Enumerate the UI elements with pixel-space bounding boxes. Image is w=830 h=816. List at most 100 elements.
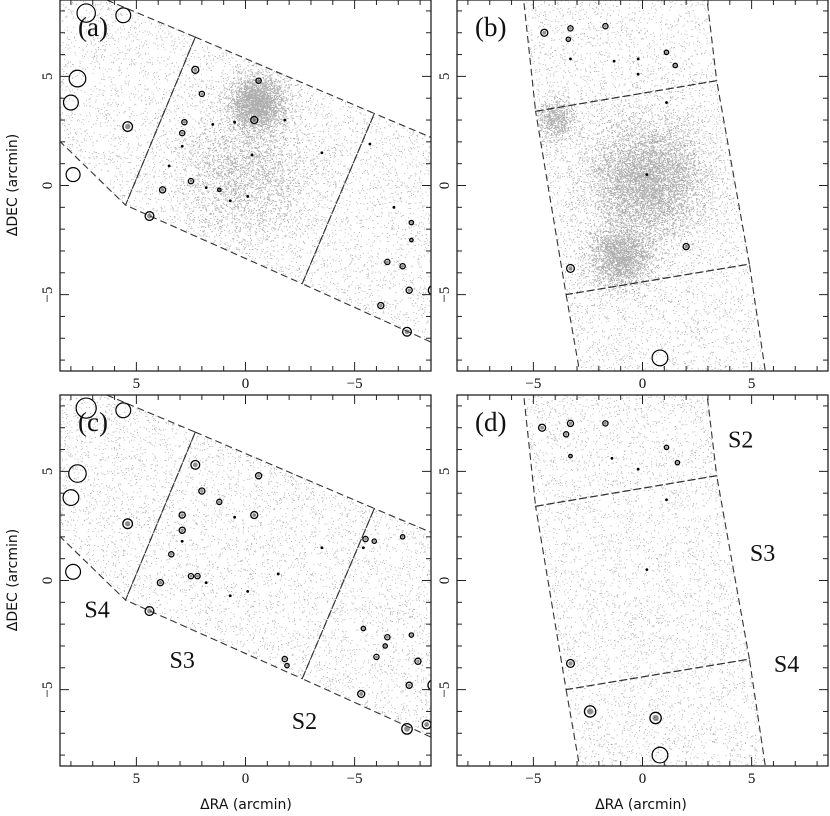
point-source xyxy=(674,459,681,466)
point-source xyxy=(565,36,572,43)
point-source-core xyxy=(180,513,184,517)
y-tick-label: 5 xyxy=(40,73,56,81)
point-source xyxy=(76,3,96,23)
x-tick-label: 0 xyxy=(639,771,647,787)
panel-plot-area xyxy=(523,395,766,766)
point-source xyxy=(198,90,206,98)
point-source xyxy=(665,101,668,104)
point-source xyxy=(562,431,570,438)
panel-frame xyxy=(59,394,432,767)
point-source xyxy=(566,419,575,428)
point-source xyxy=(181,118,188,126)
point-source xyxy=(320,151,324,155)
photon-texture xyxy=(525,395,765,766)
point-source xyxy=(198,487,206,495)
field-outline-2 xyxy=(124,36,376,285)
point-source xyxy=(362,535,369,543)
point-source-core xyxy=(410,633,413,637)
point-source xyxy=(663,49,670,56)
field-outline-3 xyxy=(60,395,197,602)
photon-texture xyxy=(60,395,431,735)
point-source-core xyxy=(401,264,405,268)
point-source xyxy=(360,625,367,632)
point-source xyxy=(405,681,413,689)
panel-label: (a) xyxy=(78,12,108,42)
y-tick-label: 5 xyxy=(40,468,56,476)
point-source xyxy=(408,237,414,243)
point-source xyxy=(636,57,640,61)
point-source-core xyxy=(410,239,413,242)
point-source-core xyxy=(568,421,573,426)
point-source xyxy=(382,643,389,649)
photon-texture xyxy=(60,0,431,338)
point-source-core xyxy=(568,266,573,271)
y-tick-label: 0 xyxy=(40,577,56,585)
point-source xyxy=(156,578,165,587)
point-source xyxy=(399,534,406,540)
point-source-core xyxy=(540,425,545,430)
point-source-core xyxy=(385,260,389,264)
point-source xyxy=(612,59,616,63)
photon-texture xyxy=(526,0,765,371)
point-source-core xyxy=(362,627,365,630)
point-source xyxy=(216,498,223,506)
point-source xyxy=(567,25,574,32)
point-source xyxy=(68,464,87,483)
point-source-core xyxy=(200,489,204,493)
field-outline-2 xyxy=(124,431,376,680)
point-source xyxy=(122,121,134,133)
point-source-core xyxy=(684,244,688,249)
point-source-core xyxy=(676,461,679,464)
region-label: S3 xyxy=(170,648,195,674)
point-source xyxy=(62,489,80,507)
panel-label: (d) xyxy=(475,407,506,437)
field-outline-1 xyxy=(301,507,431,738)
point-source xyxy=(636,72,640,76)
point-source xyxy=(250,510,259,520)
field-outline-3 xyxy=(565,658,766,766)
point-source-core xyxy=(252,513,257,517)
point-source-core xyxy=(373,540,376,543)
x-tick-label: −5 xyxy=(525,771,541,787)
point-source-core xyxy=(252,118,257,122)
field-outline-2 xyxy=(534,475,751,691)
point-source xyxy=(645,173,649,176)
point-source xyxy=(583,705,597,718)
point-source xyxy=(168,551,175,558)
point-source-core xyxy=(587,708,594,715)
point-source xyxy=(651,746,669,764)
point-source-core xyxy=(196,574,199,578)
point-source xyxy=(401,326,413,337)
point-source-core xyxy=(189,574,193,578)
field-outline-1 xyxy=(523,395,718,507)
panel-plot-area xyxy=(523,0,766,371)
point-source xyxy=(651,349,669,367)
point-source xyxy=(250,115,259,125)
y-tick-label: 5 xyxy=(437,73,453,81)
point-source-core xyxy=(217,500,221,504)
point-source xyxy=(565,263,576,274)
region-label: S4 xyxy=(774,652,799,678)
point-source-core xyxy=(569,455,572,458)
point-source xyxy=(663,444,670,451)
point-source-core xyxy=(125,123,131,130)
point-source-core xyxy=(404,329,410,335)
x-tick-label: −5 xyxy=(347,771,363,787)
point-source-core xyxy=(407,288,411,292)
point-source xyxy=(254,472,263,480)
point-source-core xyxy=(283,657,287,661)
point-source xyxy=(178,511,186,519)
point-source xyxy=(414,657,422,665)
point-source-core xyxy=(364,537,367,541)
point-source-core xyxy=(665,51,668,54)
point-source xyxy=(357,689,366,699)
point-source-core xyxy=(257,79,261,83)
point-source-core xyxy=(404,726,410,732)
point-source xyxy=(565,658,576,669)
point-source-core xyxy=(385,635,389,639)
x-tick-label: 0 xyxy=(242,771,250,787)
x-axis-title-right: ΔRA (arcmin) xyxy=(595,797,687,813)
point-source xyxy=(384,633,391,641)
panel-plot-area xyxy=(60,395,431,738)
point-source xyxy=(62,94,79,111)
